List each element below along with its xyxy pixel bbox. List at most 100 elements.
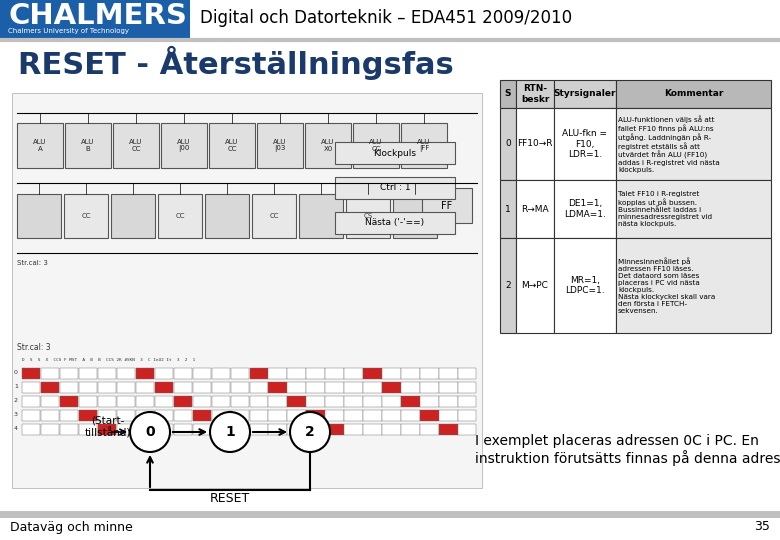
FancyBboxPatch shape [174,410,192,421]
FancyBboxPatch shape [500,80,516,108]
FancyBboxPatch shape [205,194,249,238]
FancyBboxPatch shape [154,396,173,407]
FancyBboxPatch shape [231,410,249,421]
Text: Klockpuls: Klockpuls [374,148,417,158]
FancyBboxPatch shape [458,368,477,379]
Text: Kommentar: Kommentar [664,90,723,98]
FancyBboxPatch shape [458,424,477,435]
FancyBboxPatch shape [325,410,344,421]
FancyBboxPatch shape [211,382,230,393]
FancyBboxPatch shape [268,396,287,407]
Text: 4: 4 [14,427,18,431]
FancyBboxPatch shape [458,396,477,407]
FancyBboxPatch shape [516,180,554,238]
FancyBboxPatch shape [325,424,344,435]
FancyBboxPatch shape [193,424,211,435]
Text: ALU
A: ALU A [34,139,47,152]
FancyBboxPatch shape [554,80,616,108]
FancyBboxPatch shape [420,396,438,407]
Text: CC: CC [176,213,185,219]
FancyBboxPatch shape [136,424,154,435]
FancyBboxPatch shape [616,180,771,238]
Text: CC: CC [81,213,90,219]
Text: Digital och Datorteknik – EDA451 2009/2010: Digital och Datorteknik – EDA451 2009/20… [200,9,572,27]
Text: Str.cal: 3: Str.cal: 3 [17,260,48,266]
FancyBboxPatch shape [193,382,211,393]
FancyBboxPatch shape [211,396,230,407]
FancyBboxPatch shape [420,424,438,435]
FancyBboxPatch shape [174,396,192,407]
FancyBboxPatch shape [516,108,554,180]
FancyBboxPatch shape [193,410,211,421]
FancyBboxPatch shape [439,382,458,393]
FancyBboxPatch shape [174,368,192,379]
Text: DE1=1,
LDMA=1.: DE1=1, LDMA=1. [564,199,606,219]
FancyBboxPatch shape [250,382,268,393]
FancyBboxPatch shape [363,424,381,435]
FancyBboxPatch shape [287,424,306,435]
Text: ALU
CC: ALU CC [225,139,239,152]
FancyBboxPatch shape [79,368,98,379]
FancyBboxPatch shape [287,368,306,379]
FancyBboxPatch shape [117,368,135,379]
FancyBboxPatch shape [401,123,447,168]
FancyBboxPatch shape [154,424,173,435]
FancyBboxPatch shape [401,424,420,435]
Text: 3: 3 [14,413,18,417]
Text: ALU
|FF: ALU |FF [417,138,431,152]
Text: ALU
|00: ALU |00 [177,138,190,152]
FancyBboxPatch shape [250,396,268,407]
Text: Str.cal: 3: Str.cal: 3 [17,343,51,353]
FancyBboxPatch shape [136,396,154,407]
FancyBboxPatch shape [458,382,477,393]
FancyBboxPatch shape [382,396,401,407]
Text: 0: 0 [14,370,18,375]
FancyBboxPatch shape [60,396,78,407]
FancyBboxPatch shape [420,368,438,379]
FancyBboxPatch shape [98,368,116,379]
FancyBboxPatch shape [98,382,116,393]
FancyBboxPatch shape [439,424,458,435]
Text: CC: CC [269,213,278,219]
FancyBboxPatch shape [60,410,78,421]
FancyBboxPatch shape [335,177,455,199]
FancyBboxPatch shape [335,212,455,234]
FancyBboxPatch shape [174,424,192,435]
FancyBboxPatch shape [41,410,59,421]
FancyBboxPatch shape [307,410,324,421]
FancyBboxPatch shape [422,188,472,223]
FancyBboxPatch shape [307,396,324,407]
FancyBboxPatch shape [22,368,41,379]
FancyBboxPatch shape [325,396,344,407]
Text: MR=1,
LDPC=1.: MR=1, LDPC=1. [566,276,604,295]
FancyBboxPatch shape [353,123,399,168]
Text: 35: 35 [754,521,770,534]
Text: Ctrl : 1: Ctrl : 1 [380,184,410,192]
FancyBboxPatch shape [401,382,420,393]
FancyBboxPatch shape [193,396,211,407]
Text: 2: 2 [505,281,511,290]
FancyBboxPatch shape [17,194,61,238]
FancyBboxPatch shape [335,142,455,164]
FancyBboxPatch shape [268,410,287,421]
FancyBboxPatch shape [516,80,554,108]
FancyBboxPatch shape [346,194,390,238]
FancyBboxPatch shape [211,410,230,421]
FancyBboxPatch shape [117,382,135,393]
FancyBboxPatch shape [401,410,420,421]
FancyBboxPatch shape [136,368,154,379]
FancyBboxPatch shape [174,382,192,393]
FancyBboxPatch shape [420,410,438,421]
Text: CHALMERS: CHALMERS [8,2,187,30]
Text: 0: 0 [505,139,511,148]
FancyBboxPatch shape [113,123,159,168]
Text: ALU
B: ALU B [81,139,94,152]
FancyBboxPatch shape [154,368,173,379]
FancyBboxPatch shape [209,123,255,168]
FancyBboxPatch shape [117,424,135,435]
Text: RESET: RESET [210,491,250,504]
FancyBboxPatch shape [257,123,303,168]
FancyBboxPatch shape [65,123,111,168]
Text: 1: 1 [505,205,511,213]
FancyBboxPatch shape [250,424,268,435]
